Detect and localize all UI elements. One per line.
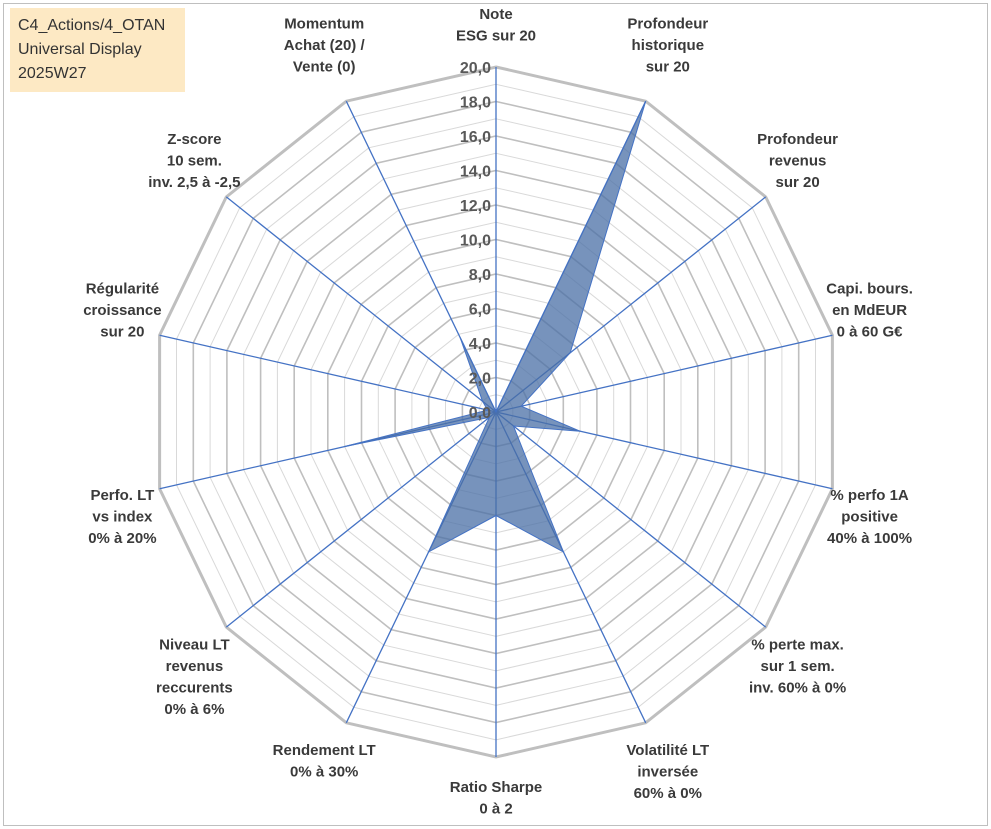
axis-label-line: revenus xyxy=(769,152,827,169)
tick-label: 10,0 xyxy=(460,233,491,250)
axis-label: Niveau LT revenus reccurents 0% à 6% xyxy=(156,637,233,719)
axis-label-line: Volatilité LT xyxy=(626,742,709,759)
axis-label-line: Note xyxy=(479,6,512,23)
axis-label-line: 10 sem. xyxy=(167,152,222,169)
info-box: C4_Actions/4_OTAN Universal Display 2025… xyxy=(10,8,185,92)
axis-label-line: inv. 2,5 à -2,5 xyxy=(148,174,240,191)
axis-label-line: sur 20 xyxy=(100,324,144,341)
axis-label-line: historique xyxy=(632,37,705,54)
info-line-2: Universal Display xyxy=(18,41,142,58)
axis-label: Perfo. LT vs index 0% à 20% xyxy=(88,487,156,547)
tick-label: 0,0 xyxy=(469,405,491,422)
series-area xyxy=(344,100,647,554)
axis-spoke xyxy=(225,196,497,413)
tick-label: 2,0 xyxy=(469,371,491,388)
axis-label: Ratio Sharpe 0 à 2 xyxy=(450,779,543,818)
axis-label-line: 0% à 6% xyxy=(164,701,224,718)
axis-label-line: Perfo. LT xyxy=(90,487,154,504)
axis-label-line: % perfo 1A xyxy=(830,487,909,504)
tick-label: 12,0 xyxy=(460,198,491,215)
axis-label: Momentum Achat (20) / Vente (0) xyxy=(284,15,366,75)
tick-label: 18,0 xyxy=(460,95,491,112)
axis-label-line: croissance xyxy=(83,302,161,319)
tick-label: 6,0 xyxy=(469,302,491,319)
axis-label-line: ESG sur 20 xyxy=(456,28,536,45)
tick-label: 14,0 xyxy=(460,164,491,181)
axis-label-line: inversée xyxy=(637,764,698,781)
axis-label-line: % perte max. xyxy=(751,637,844,654)
axis-label-line: Capi. bours. xyxy=(826,281,913,298)
tick-label: 8,0 xyxy=(469,267,491,284)
axis-label: % perfo 1A positive 40% à 100% xyxy=(827,487,912,547)
info-line-3: 2025W27 xyxy=(18,65,87,82)
axis-label-line: positive xyxy=(841,509,898,526)
axis-label-line: Vente (0) xyxy=(293,58,356,75)
axis-label: Volatilité LT inversée 60% à 0% xyxy=(626,742,709,802)
axis-label-line: Z-score xyxy=(167,131,221,148)
axis-label-line: 0% à 30% xyxy=(290,764,358,781)
radial-tick-labels: 0,0 2,0 4,0 6,0 8,0 10,0 12,0 14,0 16,0 18,0 20,0 xyxy=(460,60,491,422)
axis-label-line: inv. 60% à 0% xyxy=(749,680,846,697)
axis-label-line: 0 à 60 G€ xyxy=(837,324,904,341)
axis-label: Z-score 10 sem. inv. 2,5 à -2,5 xyxy=(148,131,240,191)
axis-label-line: en MdEUR xyxy=(832,302,907,319)
axis-spoke xyxy=(495,411,767,628)
tick-label: 16,0 xyxy=(460,129,491,146)
axis-label-line: reccurents xyxy=(156,680,233,697)
axis-label-line: 0 à 2 xyxy=(479,801,512,818)
axis-label: Rendement LT 0% à 30% xyxy=(273,742,376,781)
axis-label-line: Profondeur xyxy=(757,131,838,148)
axis-label: Note ESG sur 20 xyxy=(456,6,536,45)
axis-label: Régularité croissance sur 20 xyxy=(83,281,161,341)
axis-label-line: Momentum xyxy=(284,15,364,32)
axis-label: Capi. bours. en MdEUR 0 à 60 G€ xyxy=(826,281,913,341)
axis-label-line: Régularité xyxy=(86,281,159,298)
axis-labels: Note ESG sur 20 Profondeur historique sur 20… xyxy=(83,6,913,818)
axis-label-line: vs index xyxy=(92,509,153,526)
axis-label-line: 40% à 100% xyxy=(827,530,912,547)
axis-label-line: revenus xyxy=(166,658,224,675)
axis-spoke xyxy=(225,411,497,628)
axis-label-line: 60% à 0% xyxy=(634,785,702,802)
axis-label-line: sur 1 sem. xyxy=(760,658,834,675)
axis-label-line: 0% à 20% xyxy=(88,530,156,547)
axis-label-line: Profondeur xyxy=(627,15,708,32)
axis-spoke xyxy=(159,334,497,413)
axis-label: Profondeur revenus sur 20 xyxy=(757,131,838,191)
axis-label-line: Niveau LT xyxy=(159,637,230,654)
series-area-1 xyxy=(344,100,647,554)
axis-label-line: Ratio Sharpe xyxy=(450,779,543,796)
axis-label: % perte max. sur 1 sem. inv. 60% à 0% xyxy=(749,637,846,697)
axis-spoke xyxy=(495,334,833,413)
axis-label-line: sur 20 xyxy=(646,58,690,75)
tick-label: 4,0 xyxy=(469,336,491,353)
tick-label: 20,0 xyxy=(460,60,491,77)
axis-label-line: sur 20 xyxy=(775,174,819,191)
axis-label-line: Rendement LT xyxy=(273,742,376,759)
info-line-1: C4_Actions/4_OTAN xyxy=(18,17,166,34)
axis-label-line: Achat (20) / xyxy=(284,37,366,54)
axis-label: Profondeur historique sur 20 xyxy=(627,15,708,75)
